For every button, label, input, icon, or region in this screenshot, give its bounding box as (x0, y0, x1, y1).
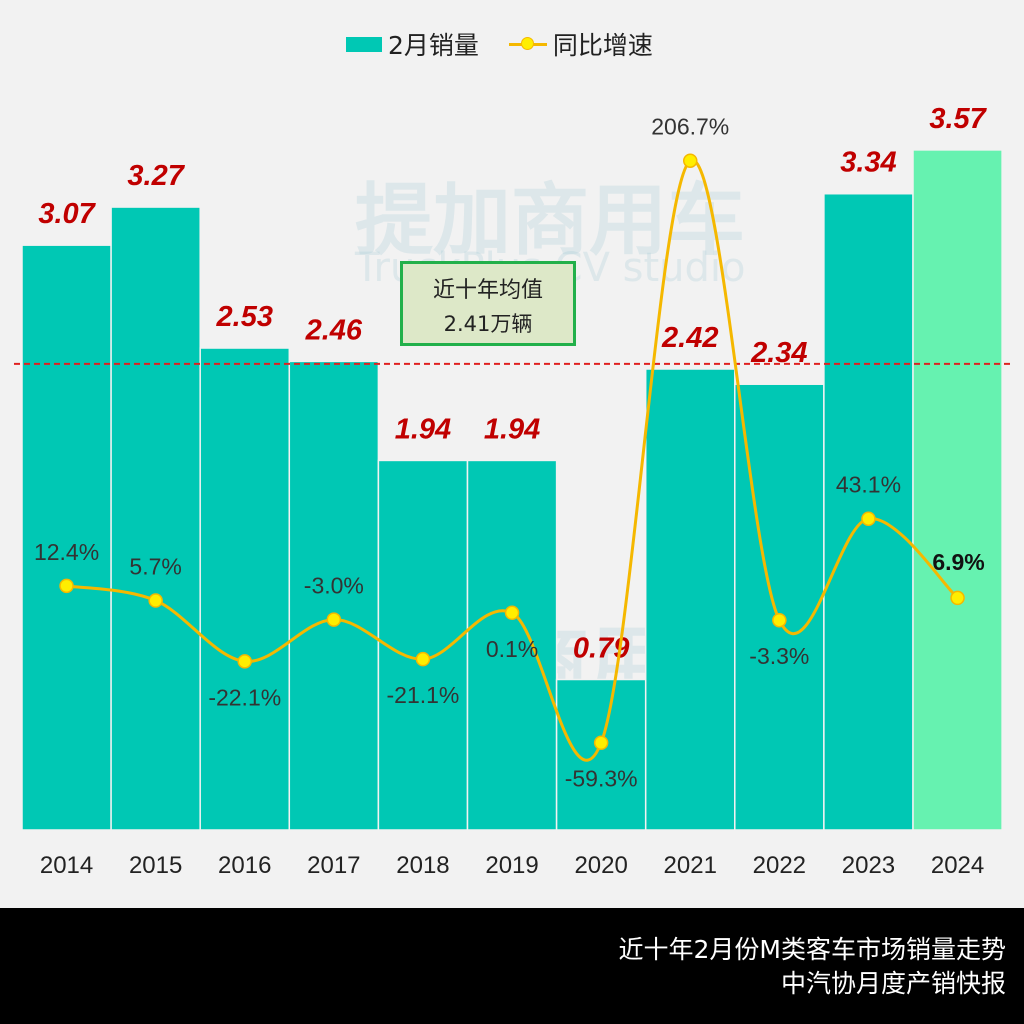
bar-value-label: 2.53 (216, 301, 273, 333)
x-tick-label: 2024 (931, 852, 984, 879)
growth-value-label: 5.7% (129, 554, 181, 580)
growth-marker (415, 651, 431, 667)
x-tick-label: 2023 (842, 852, 895, 879)
x-tick-label: 2020 (574, 852, 627, 879)
growth-marker (683, 153, 698, 168)
bar-2022 (734, 383, 825, 831)
average-annotation: 近十年均值 2.41万辆 (400, 261, 576, 346)
x-tick-label: 2015 (129, 852, 182, 879)
growth-value-label: -22.1% (208, 684, 281, 710)
growth-value-label: 0.1% (486, 636, 538, 662)
growth-value-label: 206.7% (651, 114, 729, 140)
legend-line-label: 同比增速 (552, 31, 653, 60)
growth-value-label: 12.4% (34, 539, 99, 565)
bar-value-label: 3.27 (127, 160, 185, 192)
bar-2019 (466, 459, 558, 831)
growth-value-label: -3.3% (749, 643, 809, 669)
bar-value-label: 3.07 (38, 198, 96, 230)
bar-2016 (199, 347, 291, 831)
growth-marker (237, 654, 252, 669)
legend-line-swatch (508, 37, 547, 51)
growth-value-label: -3.0% (304, 573, 364, 599)
footer-source: 中汽协月度产销快报 (780, 969, 1006, 998)
growth-value-label: -59.3% (565, 766, 638, 792)
x-tick-label: 2014 (40, 852, 93, 879)
bar-value-label: 1.94 (484, 413, 540, 445)
x-tick-label: 2017 (307, 852, 360, 879)
bar-2021 (644, 368, 736, 831)
growth-value-label: 43.1% (836, 472, 901, 498)
bar-value-label: 3.34 (840, 147, 896, 179)
bar-value-label: 2.46 (305, 314, 363, 346)
bar-value-label: 2.42 (661, 322, 718, 354)
bar-2018 (377, 459, 469, 831)
bar-2014 (21, 244, 112, 831)
bar-value-label: 2.34 (750, 337, 807, 369)
legend-bar-label: 2月销量 (388, 31, 479, 60)
bar-value-label: 3.57 (929, 103, 987, 135)
chart: 3.073.272.53 2.461.94 1.940.792.42 2.343.34… (14, 103, 1010, 879)
bar-2020 (555, 678, 647, 831)
bar-2015 (110, 206, 201, 831)
average-label: 近十年均值 (432, 278, 543, 303)
growth-marker (504, 605, 520, 621)
growth-value-label: -21.1% (387, 682, 460, 708)
growth-marker (593, 735, 609, 750)
x-tick-label: 2022 (753, 852, 806, 879)
legend-bar-swatch (346, 36, 382, 52)
growth-marker (326, 612, 342, 627)
growth-marker (59, 578, 74, 594)
growth-marker (950, 590, 965, 606)
growth-marker (861, 511, 876, 526)
x-tick-label: 2018 (396, 852, 449, 879)
average-value: 2.41万辆 (443, 312, 533, 336)
bar-value-label: 1.94 (395, 413, 451, 445)
bar-2024 (912, 149, 1003, 831)
x-tick-label: 2019 (485, 852, 538, 879)
footer-title: 近十年2月份M类客车市场销量走势 (618, 935, 1006, 964)
x-tick-label: 2016 (218, 852, 271, 879)
footer: 近十年2月份M类客车市场销量走势 中汽协月度产销快报 (0, 908, 1024, 1024)
growth-marker (772, 612, 787, 628)
growth-marker (148, 593, 163, 608)
x-tick-label: 2021 (664, 852, 717, 879)
growth-value-label: 6.9% (932, 549, 984, 575)
legend: 2月销量 同比增速 (346, 26, 653, 62)
